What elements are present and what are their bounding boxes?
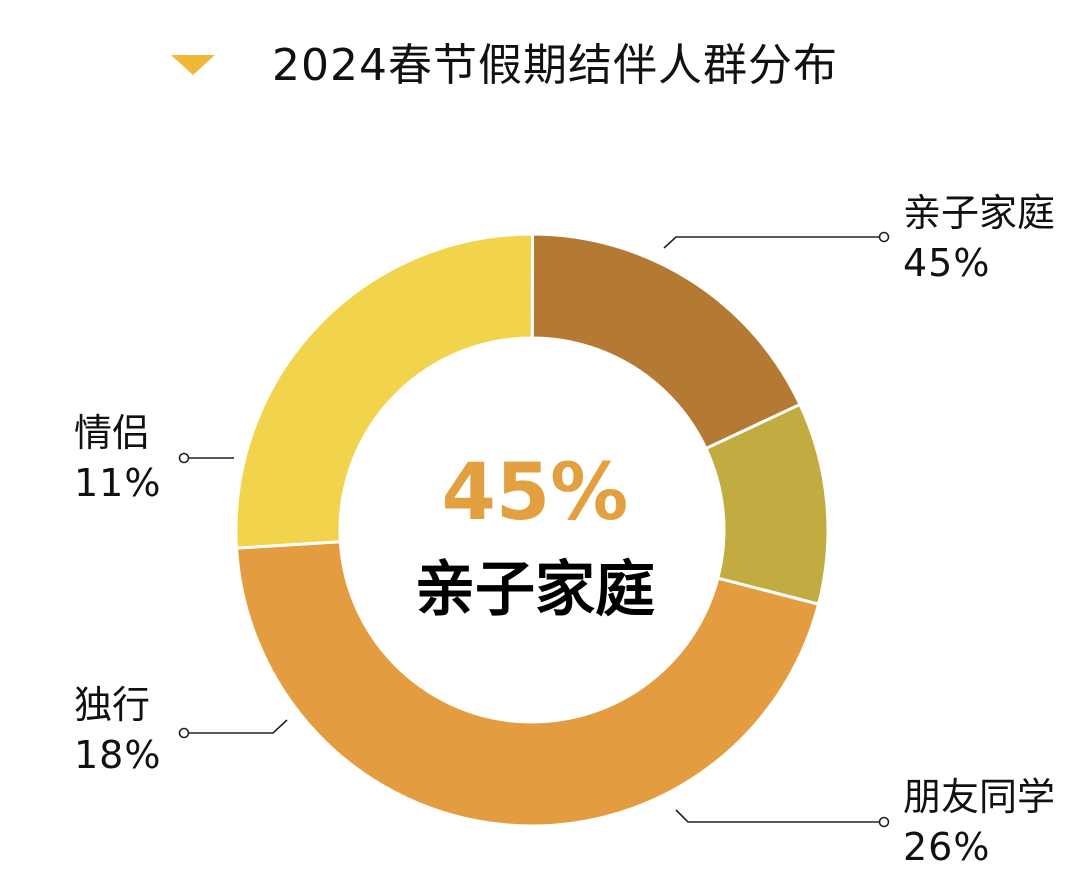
- triangle-marker-icon: [171, 55, 215, 75]
- leader-dot-family: [878, 231, 890, 243]
- slice-label-couple-name: 情侣: [74, 411, 151, 455]
- slice-label-couple: 情侣 11%: [74, 408, 161, 508]
- slice-label-couple-value: 11%: [74, 461, 162, 505]
- slice-label-family-value: 45%: [903, 241, 991, 285]
- slice-label-solo-name: 独行: [74, 683, 151, 727]
- leader-lines: [178, 231, 890, 828]
- donut-slices: [234, 232, 830, 828]
- slice-label-solo-value: 18%: [74, 733, 162, 777]
- donut-slice-couple: [703, 402, 830, 606]
- chart-title: 2024春节假期结伴人群分布: [272, 40, 838, 91]
- donut-slice-friends: [234, 232, 535, 550]
- leader-line-family: [663, 236, 884, 249]
- leader-dot-friends: [878, 816, 890, 828]
- slice-label-friends: 朋友同学 26%: [903, 772, 1055, 872]
- center-label: 亲子家庭: [415, 555, 655, 625]
- donut-slice-family: [234, 540, 821, 828]
- slice-label-family-name: 亲子家庭: [903, 191, 1056, 235]
- center-value: 45%: [441, 448, 629, 538]
- leader-dot-solo: [178, 727, 190, 739]
- slice-label-friends-name: 朋友同学: [903, 775, 1056, 819]
- donut-slice-solo: [530, 232, 803, 451]
- leader-dot-couple: [178, 452, 190, 464]
- leader-line-friends: [675, 809, 884, 823]
- slice-label-solo: 独行 18%: [74, 680, 161, 780]
- leader-line-solo: [184, 719, 288, 734]
- slice-label-family: 亲子家庭 45%: [903, 188, 1055, 288]
- title-row: 2024春节假期结伴人群分布: [0, 0, 1080, 140]
- slice-label-friends-value: 26%: [903, 825, 991, 869]
